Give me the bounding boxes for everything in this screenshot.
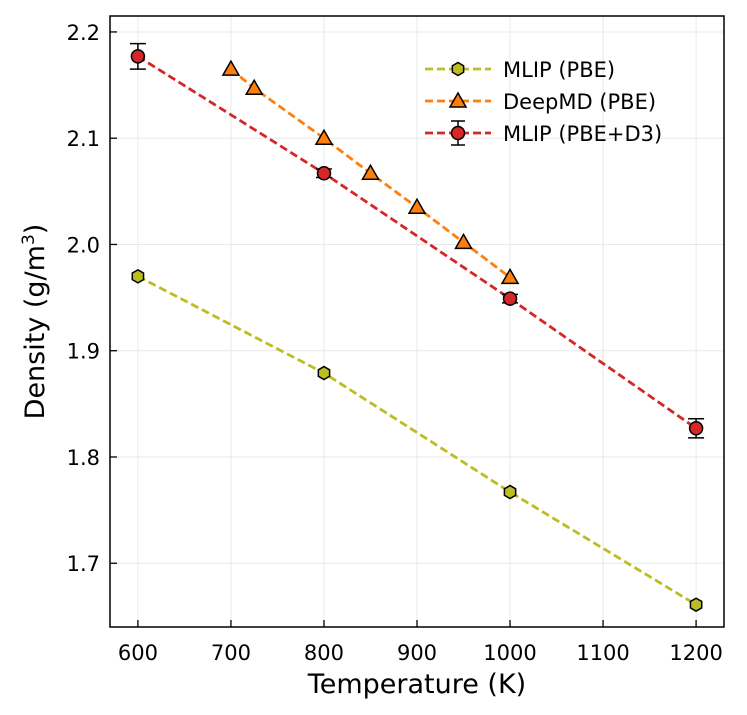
data-point-deepmd-pbe bbox=[361, 163, 380, 181]
data-point-deepmd-pbe bbox=[314, 128, 334, 145]
y-tick-label: 2.0 bbox=[67, 233, 100, 257]
data-point-mlip-pbe-d3 bbox=[502, 291, 518, 306]
data-point-deepmd-pbe bbox=[221, 59, 241, 76]
y-axis-title-main: Density (g/m bbox=[20, 245, 51, 419]
data-point-deepmd-pbe bbox=[244, 78, 264, 96]
legend-item-mlip-pbe: MLIP (PBE) bbox=[425, 58, 615, 82]
y-axis-title-suffix: ) bbox=[20, 224, 51, 235]
legend-item-deepmd-pbe: DeepMD (PBE) bbox=[425, 90, 656, 114]
x-tick-label: 700 bbox=[211, 641, 251, 665]
y-tick-label: 1.7 bbox=[67, 552, 100, 576]
y-axis-title-superscript: 3 bbox=[19, 234, 39, 245]
series-line-mlip-pbe-d3 bbox=[137, 55, 697, 430]
series-mlip-pbe-d3 bbox=[129, 42, 705, 439]
legend-marker-mlip-pbe-d3 bbox=[450, 125, 466, 141]
data-point-mlip-pbe-d3 bbox=[316, 166, 332, 181]
data-point-mlip-pbe bbox=[317, 365, 331, 381]
legend: MLIP (PBE) DeepMD (PBE) MLIP (PBE+D3) bbox=[425, 58, 662, 146]
data-point-mlip-pbe bbox=[503, 484, 517, 500]
series-deepmd-pbe bbox=[221, 59, 520, 285]
data-point-deepmd-pbe bbox=[454, 232, 473, 250]
legend-label-mlip-pbe-d3: MLIP (PBE+D3) bbox=[503, 122, 662, 146]
legend-label-mlip-pbe: MLIP (PBE) bbox=[503, 58, 615, 82]
y-tick-label: 1.9 bbox=[67, 340, 100, 364]
x-tick-label: 1200 bbox=[669, 641, 722, 665]
data-point-deepmd-pbe bbox=[500, 267, 520, 285]
y-tick-label: 2.1 bbox=[67, 127, 100, 151]
legend-label-deepmd-pbe: DeepMD (PBE) bbox=[503, 90, 656, 114]
x-tick-label: 900 bbox=[397, 641, 437, 665]
data-point-mlip-pbe-d3 bbox=[130, 49, 146, 64]
series-mlip-pbe bbox=[131, 268, 703, 613]
legend-marker-mlip-pbe bbox=[451, 61, 465, 77]
y-tick-label: 2.2 bbox=[67, 21, 100, 45]
x-tick-label: 600 bbox=[118, 641, 158, 665]
grid bbox=[110, 16, 724, 627]
x-tick-label: 800 bbox=[304, 641, 344, 665]
x-tick-label: 1000 bbox=[483, 641, 536, 665]
y-tick-label: 1.8 bbox=[67, 446, 100, 470]
data-point-mlip-pbe bbox=[689, 597, 703, 613]
x-axis-title: Temperature (K) bbox=[307, 669, 526, 700]
legend-item-mlip-pbe-d3: MLIP (PBE+D3) bbox=[425, 120, 662, 146]
x-tick-label: 1100 bbox=[576, 641, 629, 665]
legend-marker-deepmd-pbe bbox=[448, 91, 468, 108]
y-axis-title: Density (g/m3) bbox=[19, 224, 51, 420]
data-point-deepmd-pbe bbox=[407, 197, 427, 215]
data-point-mlip-pbe bbox=[131, 268, 145, 284]
series-layer bbox=[129, 42, 705, 613]
data-point-mlip-pbe-d3 bbox=[688, 421, 704, 436]
ticks: 600 700 800 900 1000 1100 1200 1.7 1.8 1.9 2.0 2.1 2… bbox=[67, 21, 723, 665]
